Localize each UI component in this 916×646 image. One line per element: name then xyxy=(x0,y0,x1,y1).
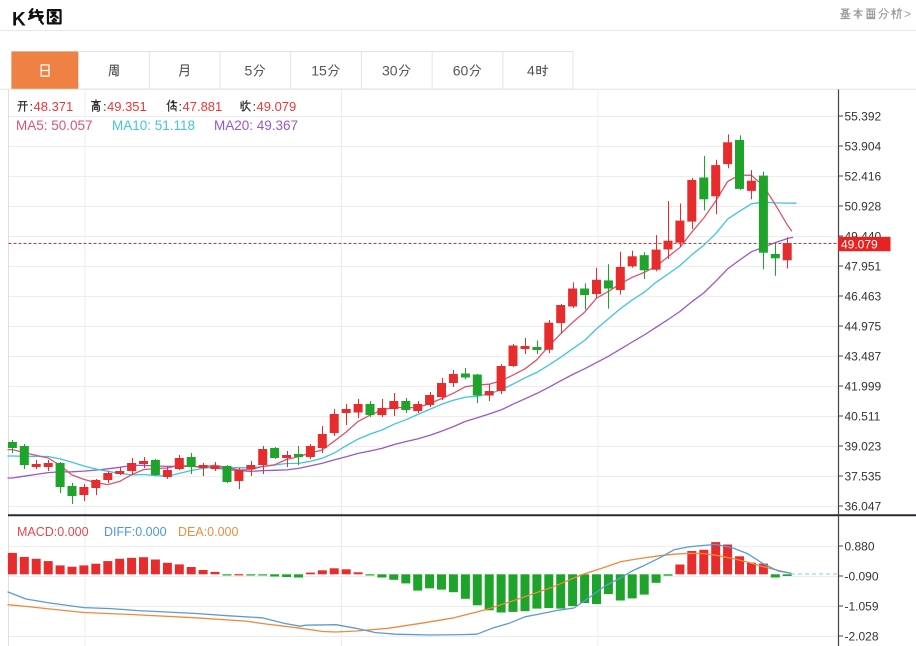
svg-text:55.392: 55.392 xyxy=(845,109,882,123)
svg-text::: : xyxy=(179,99,183,114)
svg-text:49.079: 49.079 xyxy=(841,237,878,251)
svg-text:MA10: 51.118: MA10: 51.118 xyxy=(112,118,195,133)
svg-text:MACD:0.000: MACD:0.000 xyxy=(17,525,89,539)
svg-text:4: 4 xyxy=(527,63,535,79)
svg-text:49.351: 49.351 xyxy=(107,99,147,114)
svg-text:MA5: 50.057: MA5: 50.057 xyxy=(16,118,93,133)
svg-text::: : xyxy=(103,99,107,114)
svg-text:47.951: 47.951 xyxy=(845,259,882,273)
svg-text:50.928: 50.928 xyxy=(845,199,882,213)
svg-text:15: 15 xyxy=(311,63,327,79)
svg-text:5: 5 xyxy=(244,63,252,79)
svg-text:47.881: 47.881 xyxy=(183,99,223,114)
svg-text:48.371: 48.371 xyxy=(34,99,74,114)
svg-text:K: K xyxy=(12,10,26,31)
svg-text:DIFF:0.000: DIFF:0.000 xyxy=(104,525,167,539)
svg-text:53.904: 53.904 xyxy=(845,139,882,153)
svg-text:60: 60 xyxy=(453,63,469,79)
svg-text:39.023: 39.023 xyxy=(845,439,882,453)
svg-text:0.880: 0.880 xyxy=(845,539,875,553)
svg-text:43.487: 43.487 xyxy=(845,349,882,363)
svg-text:-1.059: -1.059 xyxy=(845,599,879,613)
svg-text:52.416: 52.416 xyxy=(845,169,882,183)
svg-text:41.999: 41.999 xyxy=(845,379,882,393)
svg-text:36.047: 36.047 xyxy=(845,499,882,513)
svg-text:>: > xyxy=(904,7,911,21)
svg-text:MA20: 49.367: MA20: 49.367 xyxy=(214,118,298,133)
svg-text:40.511: 40.511 xyxy=(845,409,881,423)
svg-text:-2.028: -2.028 xyxy=(845,629,879,643)
svg-text:30: 30 xyxy=(382,63,398,79)
svg-text:DEA:0.000: DEA:0.000 xyxy=(178,525,239,539)
svg-text:44.975: 44.975 xyxy=(845,319,882,333)
svg-text:37.535: 37.535 xyxy=(845,469,882,483)
svg-text::: : xyxy=(253,99,257,114)
svg-text:49.079: 49.079 xyxy=(257,99,297,114)
svg-text:46.463: 46.463 xyxy=(845,289,882,303)
svg-text::: : xyxy=(30,99,34,114)
svg-text:-0.090: -0.090 xyxy=(845,569,879,583)
